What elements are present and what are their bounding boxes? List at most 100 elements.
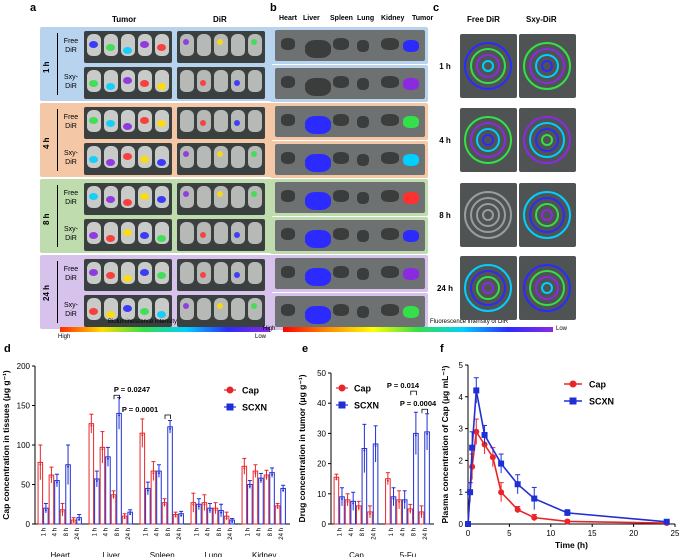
mouse-silhouette <box>231 34 245 56</box>
time-tick-label: 1 h <box>246 528 252 536</box>
panel-a-tumor-image <box>84 67 172 99</box>
p-value-annotation: P = 0.0247 <box>114 385 150 394</box>
bio-intensity-scale: High Bioluminescence intensity Low <box>58 319 270 347</box>
panel-e-chart: 0 10 20 30 40 50 Drug concentration in tumor (… <box>298 343 437 557</box>
panel-a-row-label: Sxy- DiR <box>60 301 82 319</box>
bio-signal-spot <box>106 272 115 279</box>
y-tick-label: 20 <box>317 460 326 469</box>
data-point <box>78 518 81 521</box>
mouse-silhouette <box>214 70 228 92</box>
bio-signal-spot <box>123 153 132 160</box>
data-point <box>465 521 471 527</box>
organ-shape <box>381 114 399 126</box>
mouse-silhouette <box>180 70 194 92</box>
slice-ring <box>464 264 512 312</box>
panel-a-letter: a <box>30 2 37 14</box>
bio-signal-spot <box>106 196 115 203</box>
organ-shape <box>357 78 369 90</box>
panel-a-row-label-line: Free <box>63 190 79 197</box>
significance-bracket <box>164 414 171 419</box>
slice-ring <box>464 191 512 239</box>
time-tick-label: 1 h <box>144 528 150 536</box>
panel-b-header: Heart <box>279 15 297 22</box>
slice-ring <box>482 134 494 146</box>
y-axis-label: Drug concentration in tumor (μg g⁻¹) <box>298 374 307 522</box>
data-point <box>414 434 417 437</box>
panel-a-dir-image <box>177 219 265 251</box>
tumor-slice-image <box>519 183 576 247</box>
slice-ring <box>470 197 506 233</box>
data-point <box>403 500 406 503</box>
panel-b-letter: b <box>270 2 277 14</box>
panel-f-letter: f <box>440 343 444 355</box>
legend-label: SCXN <box>242 403 267 413</box>
fluor-signal-spot <box>183 151 189 157</box>
mouse-silhouette <box>248 186 262 208</box>
data-point <box>489 454 496 461</box>
bio-signal-spot <box>89 156 98 163</box>
time-tick-label: 4 h <box>400 528 406 536</box>
fluor-signal-spot <box>251 303 257 309</box>
mouse-silhouette <box>197 146 211 168</box>
y-tick-label: 10 <box>317 490 326 499</box>
bio-signal-spot <box>89 308 98 315</box>
panel-d-letter: d <box>4 343 11 355</box>
bio-signal-spot <box>106 83 115 90</box>
bio-signal-spot <box>123 123 132 130</box>
data-point <box>72 521 75 524</box>
organ-shape <box>403 40 419 52</box>
y-tick-label: 0 <box>459 520 464 529</box>
organ-shape <box>305 116 331 134</box>
data-point <box>282 489 285 492</box>
y-tick-label: 1 <box>459 488 464 497</box>
time-tick-label: 24 h <box>279 528 285 540</box>
bar <box>258 477 264 525</box>
bio-scale-low: Low <box>255 334 267 340</box>
data-point <box>398 500 401 503</box>
organ-shape <box>403 116 419 128</box>
slice-ring <box>464 42 512 90</box>
organ-shape <box>333 228 349 240</box>
fluor-signal-spot <box>234 272 240 278</box>
organ-shape <box>281 266 295 278</box>
organ-shape <box>281 38 295 50</box>
fluor-signal-spot <box>217 191 223 197</box>
significance-bracket <box>421 408 428 414</box>
legend-label: SCXN <box>354 401 379 411</box>
panel-a-row-label-line: Free <box>63 114 79 121</box>
fluor-signal-spot <box>200 80 206 86</box>
group-label: 5-Fu <box>400 551 416 557</box>
data-point <box>420 512 423 515</box>
data-point <box>169 427 172 430</box>
data-point <box>386 479 389 482</box>
panel-c-time-label: 8 h <box>439 211 451 220</box>
panel-a-dir-image <box>177 31 265 63</box>
x-tick-label: 10 <box>546 529 555 538</box>
bio-signal-spot <box>106 44 115 51</box>
series-line <box>467 390 667 525</box>
panel-a-dir-image <box>177 259 265 291</box>
panel-a-divider <box>57 185 58 247</box>
time-tick-label: 8 h <box>360 528 366 536</box>
organ-shape <box>403 230 419 242</box>
panel-a-row-label: Sxy- DiR <box>60 73 82 91</box>
bio-signal-spot <box>140 308 149 315</box>
time-tick-label: 24 h <box>75 528 81 540</box>
bar <box>385 478 391 525</box>
bio-signal-spot <box>106 311 115 318</box>
organ-shape <box>357 192 369 204</box>
panel-a-tumor-image <box>84 295 172 327</box>
bar <box>263 474 270 525</box>
organ-shape <box>305 268 331 286</box>
bar <box>241 465 248 525</box>
panel-b-header: Kidney <box>381 15 405 22</box>
organ-shape <box>381 38 399 50</box>
data-point <box>112 495 115 498</box>
organ-shape <box>403 192 419 204</box>
bio-signal-spot <box>140 232 149 239</box>
data-point <box>564 509 571 516</box>
mouse-silhouette <box>248 298 262 320</box>
slice-ring <box>529 48 565 84</box>
bio-signal-spot <box>140 269 149 276</box>
y-tick-label: 0 <box>26 520 31 529</box>
